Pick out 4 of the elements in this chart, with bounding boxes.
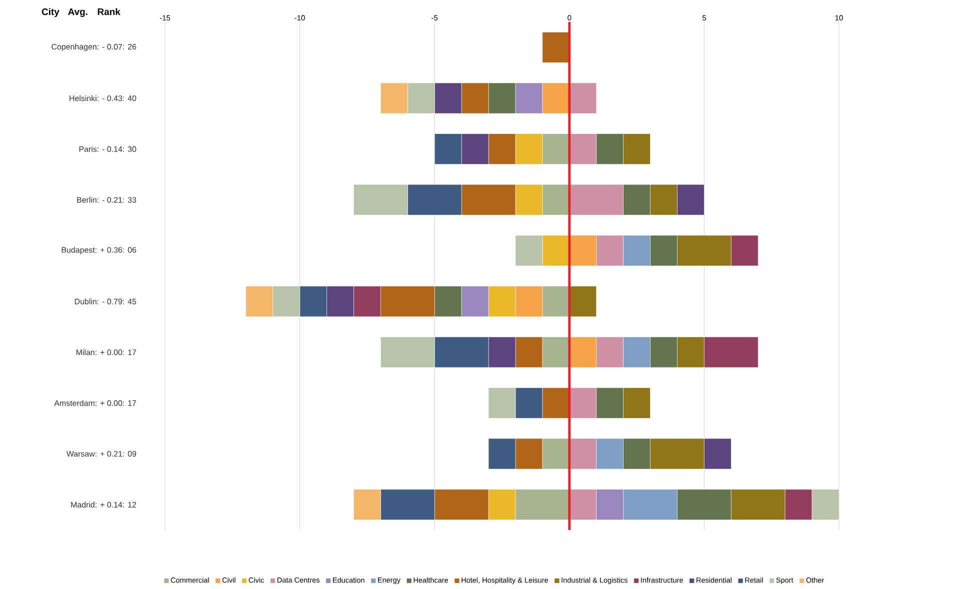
bar (569, 82, 597, 114)
bar (542, 32, 570, 63)
bar (569, 286, 597, 317)
y-axis-title: City Avg. Rank (42, 8, 120, 17)
